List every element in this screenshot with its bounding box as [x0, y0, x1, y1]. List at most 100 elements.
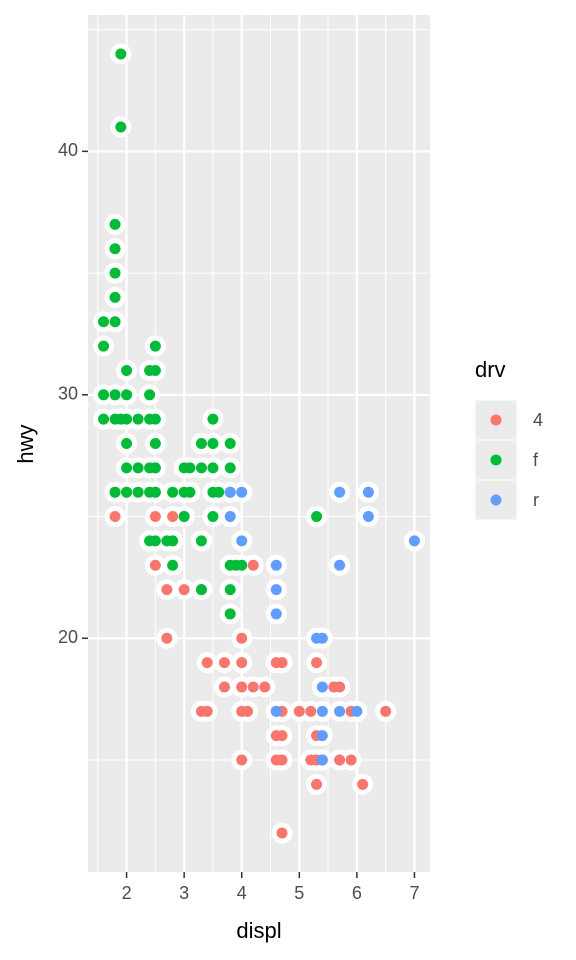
- point: [218, 657, 230, 669]
- point: [357, 778, 369, 790]
- point: [149, 462, 161, 474]
- point: [362, 486, 374, 498]
- y-tick-label: 20: [58, 627, 78, 647]
- point: [270, 705, 282, 717]
- point: [149, 511, 161, 523]
- point: [311, 778, 323, 790]
- legend-label: r: [533, 490, 539, 510]
- point: [109, 486, 121, 498]
- point: [270, 584, 282, 596]
- point: [276, 657, 288, 669]
- point: [224, 462, 236, 474]
- point: [109, 511, 121, 523]
- point: [259, 681, 271, 693]
- point: [334, 486, 346, 498]
- legend-label: f: [533, 450, 539, 470]
- legend-title: drv: [475, 357, 506, 382]
- point: [144, 389, 156, 401]
- point: [218, 681, 230, 693]
- point: [207, 438, 219, 449]
- point: [247, 681, 259, 693]
- point: [178, 511, 190, 523]
- point: [195, 462, 207, 474]
- legend-swatch: [490, 454, 502, 466]
- point: [408, 535, 420, 547]
- point: [98, 340, 110, 352]
- point: [380, 705, 392, 717]
- point: [305, 705, 317, 717]
- point: [161, 632, 173, 644]
- point: [207, 413, 219, 425]
- point: [98, 413, 110, 425]
- point: [224, 511, 236, 523]
- point: [98, 389, 110, 401]
- x-tick-label: 6: [352, 883, 362, 903]
- legend-swatch: [490, 494, 502, 506]
- x-tick-label: 4: [237, 883, 247, 903]
- point: [276, 827, 288, 839]
- point: [132, 462, 144, 474]
- legend-label: 4: [533, 410, 543, 430]
- y-tick-label: 40: [58, 140, 78, 160]
- point: [149, 413, 161, 425]
- point: [161, 584, 173, 596]
- x-tick-label: 3: [179, 883, 189, 903]
- point: [334, 705, 346, 717]
- point: [201, 705, 213, 717]
- point: [293, 705, 305, 717]
- point: [241, 705, 253, 717]
- point: [345, 754, 357, 766]
- point: [236, 681, 248, 693]
- point: [276, 730, 288, 742]
- point: [195, 584, 207, 596]
- point: [149, 340, 161, 352]
- point: [149, 559, 161, 571]
- point: [109, 389, 121, 401]
- point: [236, 535, 248, 547]
- point: [149, 535, 161, 547]
- x-axis-title: displ: [236, 918, 281, 943]
- point: [276, 754, 288, 766]
- point: [236, 754, 248, 766]
- point: [109, 267, 121, 279]
- point: [132, 486, 144, 498]
- point: [247, 559, 259, 571]
- point: [224, 584, 236, 596]
- point: [184, 462, 196, 474]
- point: [184, 486, 196, 498]
- point: [109, 218, 121, 230]
- point: [195, 438, 207, 449]
- point: [121, 413, 133, 425]
- point: [236, 657, 248, 669]
- point: [207, 511, 219, 523]
- point: [316, 632, 328, 644]
- point: [121, 438, 133, 449]
- point: [236, 559, 248, 571]
- point: [109, 243, 121, 255]
- x-tick-label: 5: [294, 883, 304, 903]
- point: [270, 559, 282, 571]
- point: [121, 389, 133, 401]
- point: [351, 705, 363, 717]
- point: [316, 705, 328, 717]
- point: [167, 559, 179, 571]
- point: [207, 462, 219, 474]
- y-tick-label: 30: [58, 384, 78, 404]
- point: [224, 438, 236, 449]
- point: [224, 486, 236, 498]
- point: [121, 462, 133, 474]
- x-tick-label: 2: [122, 883, 132, 903]
- point: [149, 364, 161, 376]
- point: [213, 486, 225, 498]
- point: [236, 632, 248, 644]
- x-tick-label: 7: [409, 883, 419, 903]
- point: [224, 608, 236, 620]
- point: [98, 316, 110, 328]
- point: [178, 584, 190, 596]
- point: [201, 657, 213, 669]
- legend-swatch: [490, 414, 502, 426]
- point: [316, 730, 328, 742]
- point: [362, 511, 374, 523]
- panel-background: [88, 15, 430, 872]
